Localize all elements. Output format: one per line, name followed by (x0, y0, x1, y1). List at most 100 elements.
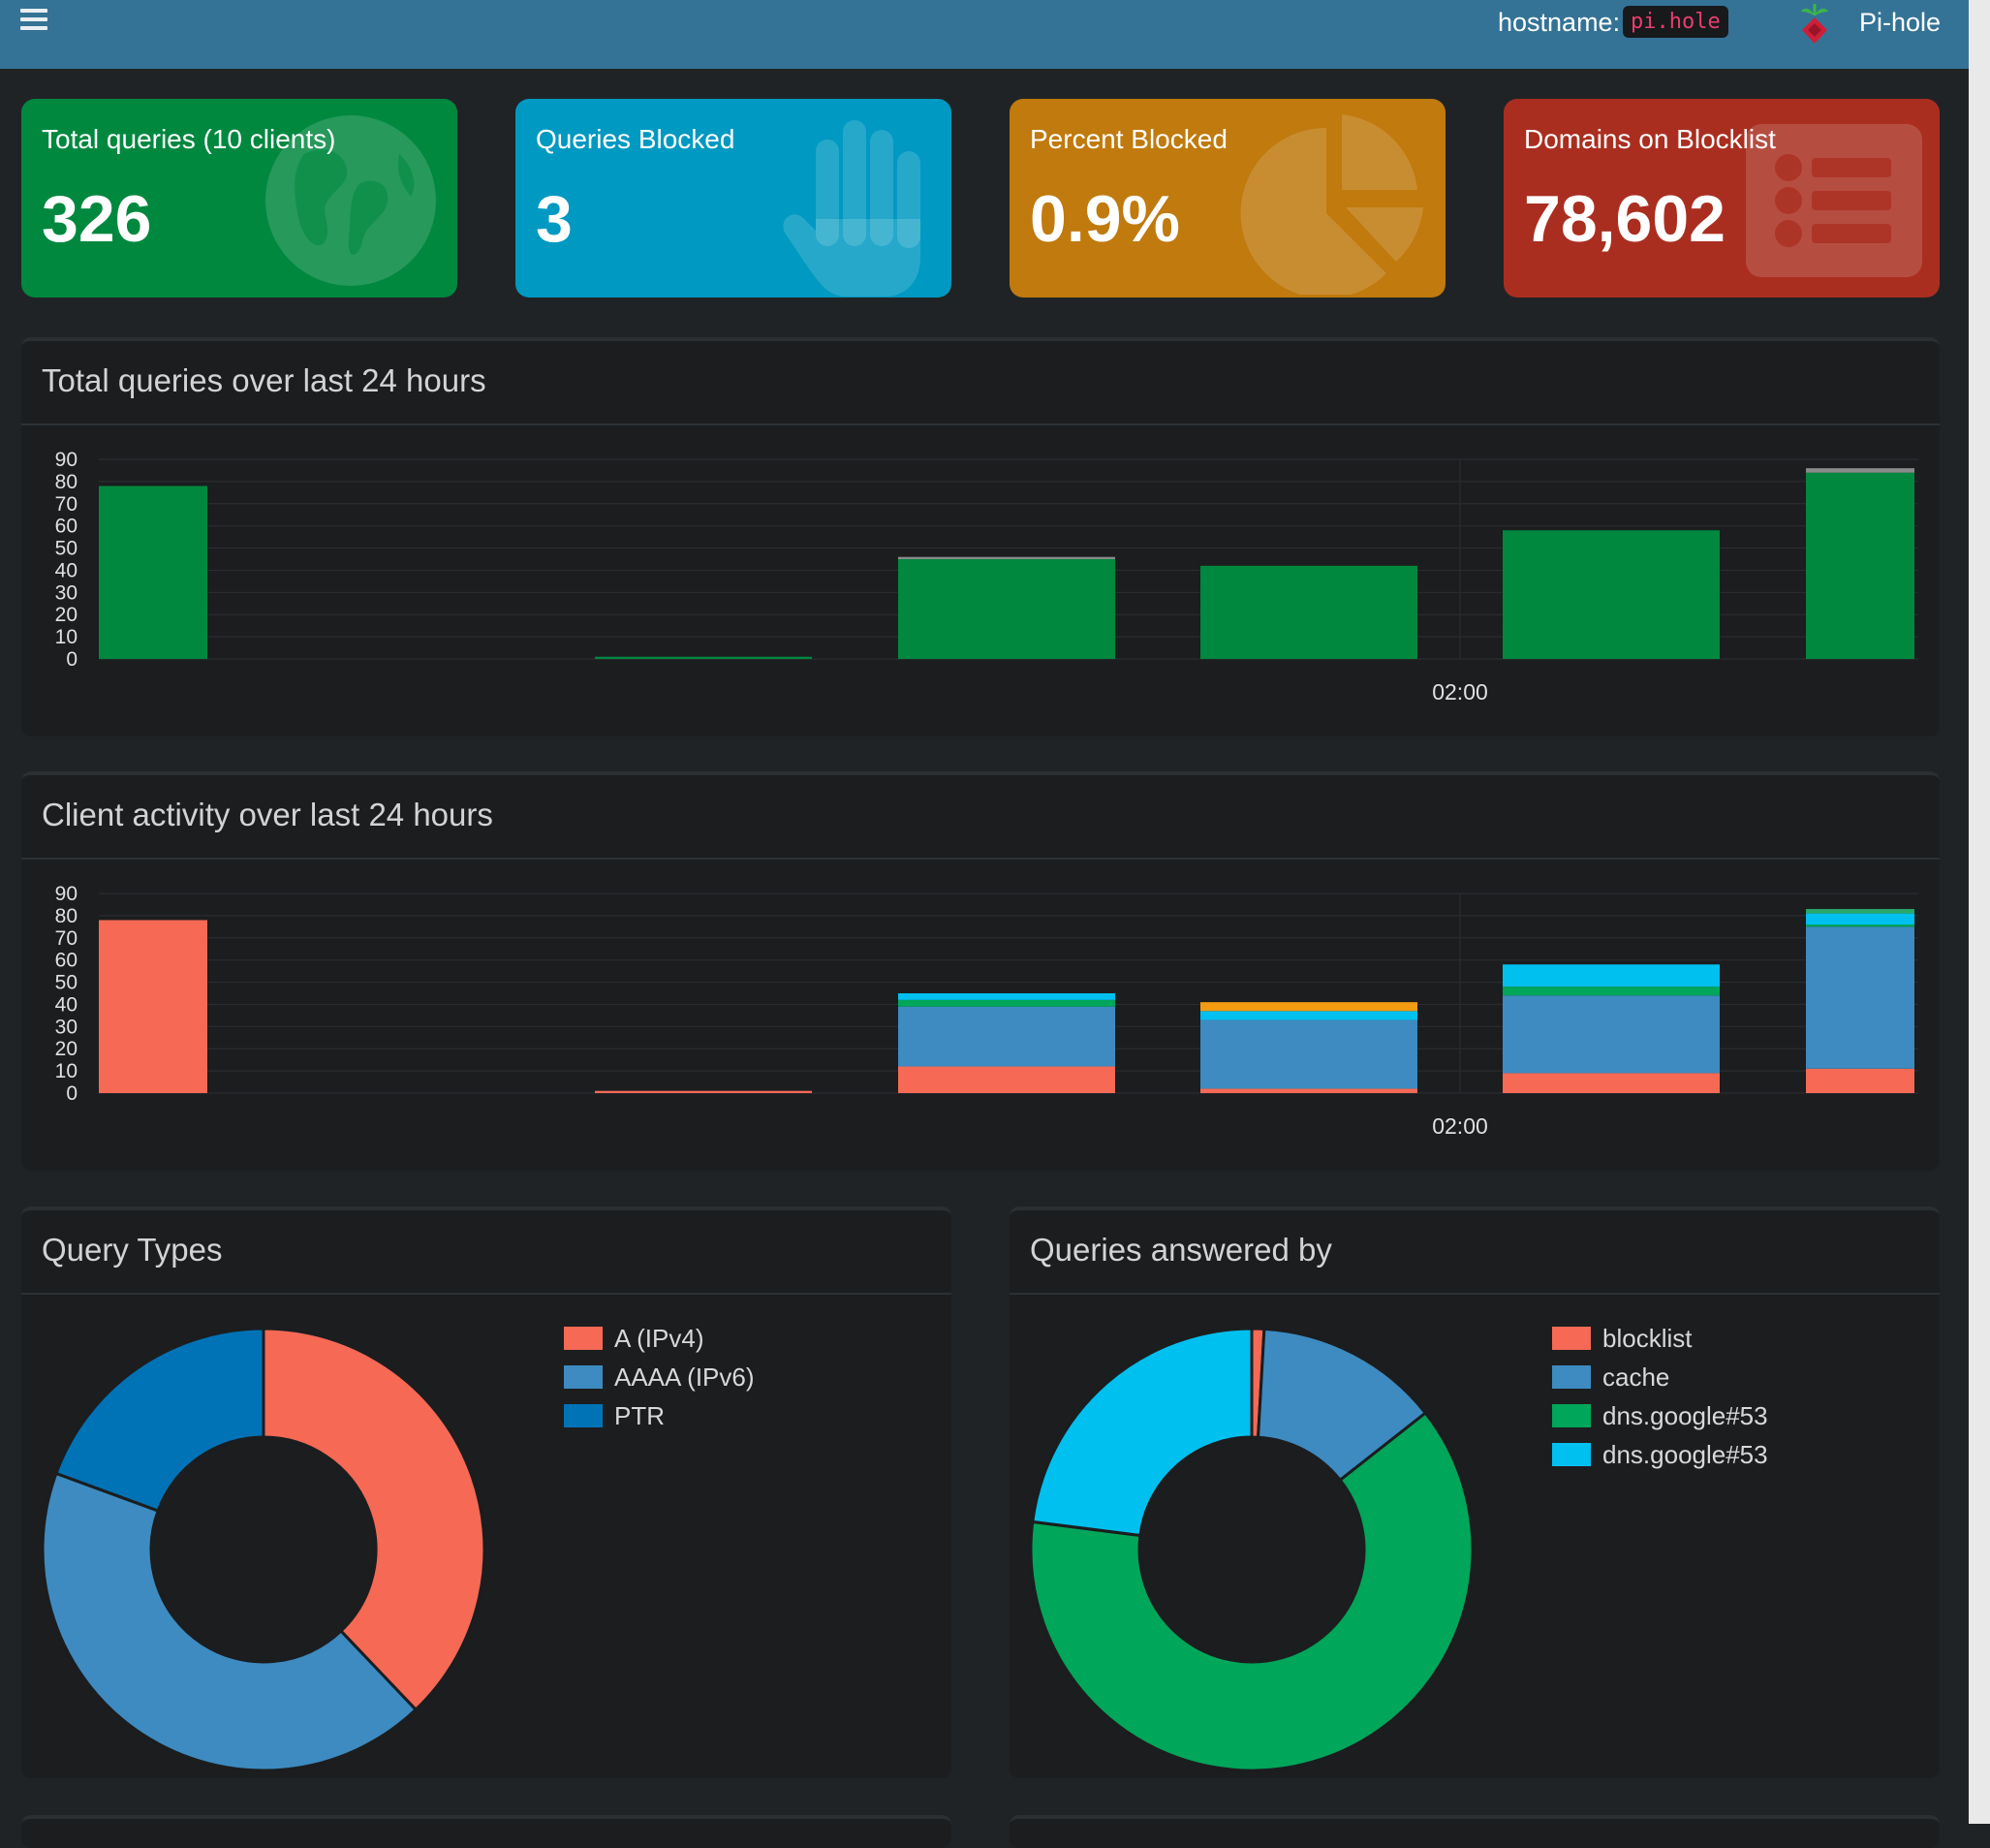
query-type-slice-1[interactable] (41, 1471, 419, 1772)
answered-by-slice-1[interactable] (1256, 1327, 1428, 1483)
client-activity-bar-2-2[interactable] (898, 999, 1115, 1007)
answered-by-slice-2[interactable] (1029, 1411, 1475, 1772)
answered-by-panel: Queries answered by blocklist cache dns.… (1010, 1206, 1940, 1778)
y-tick-label: 40 (55, 559, 78, 581)
total-queries-bar-5-0[interactable] (1806, 472, 1914, 659)
legend-swatch (1552, 1365, 1591, 1389)
client-activity-bar-2-1[interactable] (898, 1006, 1115, 1067)
stat-value: 3 (536, 182, 573, 256)
total-queries-bar-5-1[interactable] (1806, 468, 1914, 473)
query-types-panel: Query Types A (IPv4) AAAA (IPv6) PTR (21, 1206, 951, 1778)
legend-swatch (1552, 1404, 1591, 1427)
stat-domains-on-blocklist: Domains on Blocklist 78,602 (1504, 99, 1940, 298)
y-tick-label: 10 (55, 1060, 78, 1082)
total-queries-bar-3-0[interactable] (1200, 565, 1417, 659)
panel-divider (1010, 1293, 1940, 1295)
y-tick-label: 40 (55, 993, 78, 1016)
y-tick-label: 70 (55, 493, 78, 516)
stat-label: Domains on Blocklist (1524, 124, 1776, 154)
legend-item[interactable]: blocklist (1552, 1319, 1768, 1358)
query-types-doughnut[interactable] (21, 1307, 506, 1772)
legend-item[interactable]: A (IPv4) (564, 1319, 755, 1358)
pie-chart-icon (1240, 114, 1423, 295)
legend-swatch (1552, 1443, 1591, 1466)
total-queries-bar-2-1[interactable] (898, 556, 1115, 559)
client-activity-bar-3-4[interactable] (1200, 1002, 1417, 1012)
y-tick-label: 60 (55, 516, 78, 538)
y-tick-label: 80 (55, 471, 78, 493)
legend-label: A (IPv4) (614, 1323, 704, 1353)
query-type-slice-2[interactable] (54, 1327, 265, 1513)
client-activity-bar-4-1[interactable] (1503, 995, 1720, 1074)
stat-label: Queries Blocked (536, 124, 735, 154)
y-tick-label: 80 (55, 905, 78, 927)
client-activity-bar-4-0[interactable] (1503, 1073, 1720, 1093)
client-activity-bar-2-0[interactable] (898, 1066, 1115, 1093)
y-tick-label: 0 (66, 1082, 78, 1105)
y-tick-label: 50 (55, 972, 78, 994)
client-activity-bar-3-3[interactable] (1200, 1011, 1417, 1020)
client-activity-bar-5-2[interactable] (1806, 924, 1914, 927)
hostname-value: pi.hole (1623, 6, 1728, 38)
legend-label: AAAA (IPv6) (614, 1362, 755, 1392)
stat-value: 0.9% (1030, 182, 1180, 256)
query-type-slice-0[interactable] (262, 1327, 486, 1712)
client-activity-bar-4-2[interactable] (1503, 987, 1720, 996)
hostname-label: hostname: (1498, 8, 1621, 37)
x-tick-label: 02:00 (1432, 1113, 1488, 1139)
legend-item[interactable]: PTR (564, 1396, 755, 1435)
brand-name[interactable]: Pi-hole (1859, 8, 1942, 37)
client-activity-bar-5-1[interactable] (1806, 926, 1914, 1069)
legend-swatch (564, 1365, 603, 1389)
total-queries-bar-2-0[interactable] (898, 559, 1115, 659)
total-queries-panel: Total queries over last 24 hours 90 80 70 6… (21, 337, 1940, 736)
pihole-logo-icon[interactable] (1795, 2, 1834, 47)
legend-item[interactable]: AAAA (IPv6) (564, 1358, 755, 1396)
x-tick-label: 02:00 (1432, 679, 1488, 705)
client-activity-bar-5-0[interactable] (1806, 1068, 1914, 1093)
client-activity-bar-2-3[interactable] (898, 993, 1115, 1000)
panel-title: Query Types (42, 1232, 223, 1268)
total-queries-bar-4-0[interactable] (1503, 530, 1720, 659)
panel-title: Queries answered by (1030, 1232, 1332, 1268)
y-tick-label: 90 (55, 883, 78, 905)
stat-queries-blocked: Queries Blocked 3 (515, 99, 951, 298)
answered-by-doughnut[interactable] (1010, 1307, 1494, 1772)
panel-divider (21, 1293, 951, 1295)
client-activity-bar-5-5[interactable] (1806, 909, 1914, 914)
hand-icon (783, 120, 920, 297)
y-tick-label: 20 (55, 604, 78, 626)
legend-swatch (564, 1404, 603, 1427)
stat-label: Total queries (10 clients) (42, 124, 336, 154)
next-panel-right (1010, 1815, 1940, 1848)
sidebar-toggle-icon[interactable] (20, 9, 47, 32)
y-tick-label: 0 (66, 648, 78, 671)
legend-item[interactable]: dns.google#53 (1552, 1435, 1768, 1474)
stat-label: Percent Blocked (1030, 124, 1228, 154)
legend-item[interactable]: cache (1552, 1358, 1768, 1396)
stat-value: 326 (42, 182, 152, 256)
y-tick-label: 60 (55, 950, 78, 972)
legend-item[interactable]: dns.google#53 (1552, 1396, 1768, 1435)
y-tick-label: 10 (55, 626, 78, 648)
panel-title: Client activity over last 24 hours (42, 797, 493, 832)
answered-by-slice-3[interactable] (1031, 1327, 1254, 1538)
total-queries-bar-0-0[interactable] (99, 485, 207, 659)
client-activity-bar-3-1[interactable] (1200, 1019, 1417, 1089)
client-activity-bar-4-3[interactable] (1503, 964, 1720, 987)
client-activity-bar-0-0[interactable] (99, 920, 207, 1093)
legend-label: cache (1602, 1362, 1670, 1392)
y-tick-label: 30 (55, 581, 78, 604)
client-activity-bar-1-0[interactable] (595, 1090, 812, 1093)
answered-by-legend: blocklist cache dns.google#53 dns.google… (1552, 1319, 1768, 1474)
stat-value: 78,602 (1524, 182, 1726, 256)
y-tick-label: 50 (55, 538, 78, 560)
y-tick-label: 20 (55, 1038, 78, 1060)
client-activity-bar-5-3[interactable] (1806, 913, 1914, 925)
client-activity-bar-3-0[interactable] (1200, 1088, 1417, 1093)
page-scrollbar[interactable] (1969, 0, 1990, 1824)
total-queries-bar-1-0[interactable] (595, 656, 812, 659)
legend-swatch (1552, 1327, 1591, 1350)
